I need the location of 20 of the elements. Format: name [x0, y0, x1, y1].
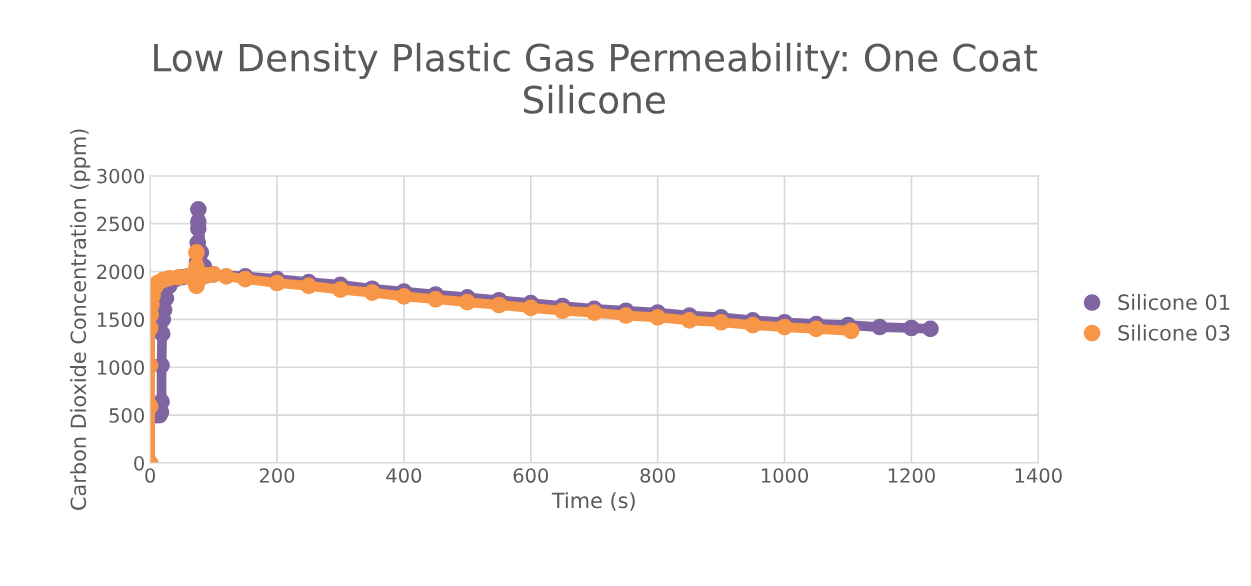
y-tick-label: 0: [134, 455, 144, 471]
y-tick-label: 1000: [97, 360, 144, 375]
x-tick-label: 400: [386, 468, 422, 483]
chart-title: Low Density Plastic Gas Permeability: One Coat Silicone: [154, 42, 1038, 114]
x-tick-label: 0: [145, 468, 156, 483]
x-tick-label: 1400: [1015, 468, 1062, 483]
legend-label: Silicone 01: [1118, 294, 1230, 311]
x-tick-label: 1000: [761, 468, 809, 483]
x-axis-title: Time (s): [551, 492, 635, 511]
y-tick-label: 3000: [97, 168, 144, 184]
y-tick-label: 500: [109, 408, 144, 423]
x-tick-label: 1200: [888, 468, 935, 483]
y-tick-label: 2500: [97, 216, 144, 232]
x-tick-label: 200: [259, 468, 295, 483]
x-tick-label: 600: [513, 468, 549, 483]
y-tick-label: 1500: [97, 312, 144, 328]
y-tick-label: 2000: [97, 264, 144, 280]
x-tick-label: 800: [640, 468, 675, 483]
legend-label: Silicone 03: [1118, 324, 1230, 341]
y-axis-title: Carbon Dioxide Concentration (ppm): [70, 129, 91, 510]
